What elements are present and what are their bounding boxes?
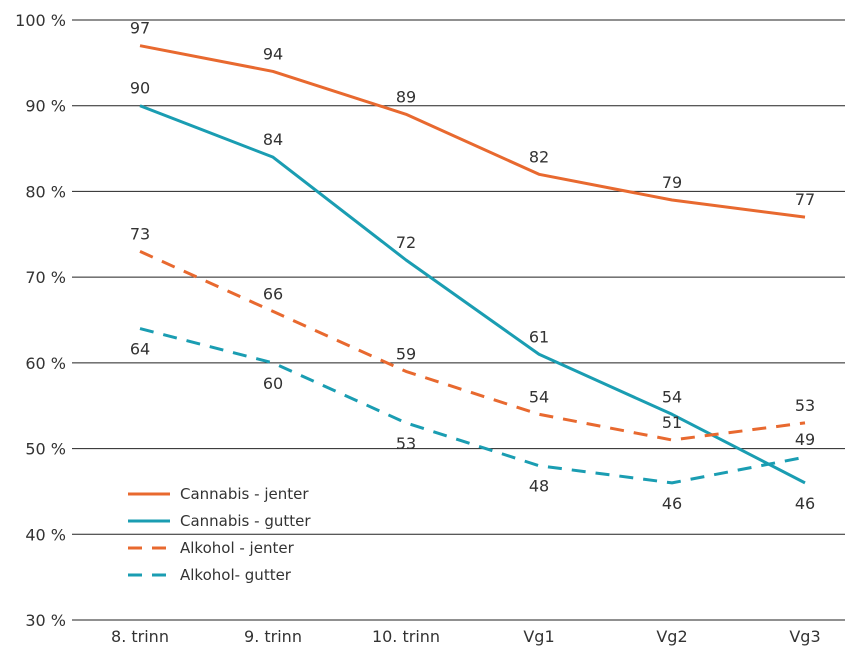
data-label: 54: [529, 387, 549, 406]
y-tick-label: 80 %: [25, 182, 66, 201]
y-tick-label: 50 %: [25, 440, 66, 459]
legend-item-alkohol-gutter: Alkohol- gutter: [128, 566, 292, 584]
x-tick-label: Vg3: [789, 627, 820, 646]
series-line-cannabis-jenter: [139, 44, 806, 219]
data-label: 64: [130, 340, 150, 359]
data-label: 97: [130, 19, 150, 38]
legend: Cannabis - jenter Cannabis - gutter Alkoho…: [128, 485, 311, 584]
data-label: 53: [795, 396, 815, 415]
legend-label: Cannabis - jenter: [180, 485, 309, 503]
y-tick-label: 100 %: [15, 11, 66, 30]
data-label: 72: [396, 233, 416, 252]
series-line-alkohol-jenter: [139, 250, 806, 442]
y-tick-label: 90 %: [25, 97, 66, 116]
data-label: 77: [795, 190, 815, 209]
data-label: 89: [396, 87, 416, 106]
data-label: 51: [662, 413, 682, 432]
data-label: 84: [263, 130, 283, 149]
data-label: 59: [396, 344, 416, 363]
y-tick-label: 30 %: [25, 611, 66, 630]
legend-item-cannabis-jenter: Cannabis - jenter: [128, 485, 309, 503]
data-label: 53: [396, 434, 416, 453]
x-tick-label: 8. trinn: [111, 627, 169, 646]
data-label: 54: [662, 387, 682, 406]
x-tick-label: 10. trinn: [372, 627, 440, 646]
series-line-cannabis-gutter: [139, 104, 806, 485]
legend-label: Cannabis - gutter: [180, 512, 311, 530]
data-label: 79: [662, 173, 682, 192]
data-label: 94: [263, 44, 283, 63]
legend-item-cannabis-gutter: Cannabis - gutter: [128, 512, 311, 530]
data-labels: 97 94 89 82 79 77 90 84 72 61 54 46 73 66 59 54 51 53 64 60…: [130, 19, 815, 513]
series-line-alkohol-gutter: [139, 327, 806, 485]
gridlines: [72, 19, 845, 621]
data-label: 48: [529, 477, 549, 496]
x-axis: 8. trinn 9. trinn 10. trinn Vg1 Vg2 Vg3: [111, 627, 821, 646]
y-tick-label: 40 %: [25, 525, 66, 544]
data-label: 73: [130, 224, 150, 243]
data-label: 90: [130, 79, 150, 98]
legend-item-alkohol-jenter: Alkohol - jenter: [128, 539, 295, 557]
data-label: 61: [529, 327, 549, 346]
data-label: 60: [263, 374, 283, 393]
legend-label: Alkohol - jenter: [180, 539, 295, 557]
x-tick-label: 9. trinn: [244, 627, 302, 646]
data-label: 49: [795, 430, 815, 449]
y-axis: 30 % 40 % 50 % 60 % 70 % 80 % 90 % 100 %: [15, 11, 66, 630]
legend-label: Alkohol- gutter: [180, 566, 292, 584]
x-tick-label: Vg2: [656, 627, 687, 646]
data-label: 82: [529, 147, 549, 166]
x-tick-label: Vg1: [523, 627, 554, 646]
data-label: 46: [795, 494, 815, 513]
y-tick-label: 60 %: [25, 354, 66, 373]
data-label: 66: [263, 284, 283, 303]
series-lines: [139, 44, 806, 485]
y-tick-label: 70 %: [25, 268, 66, 287]
data-label: 46: [662, 494, 682, 513]
